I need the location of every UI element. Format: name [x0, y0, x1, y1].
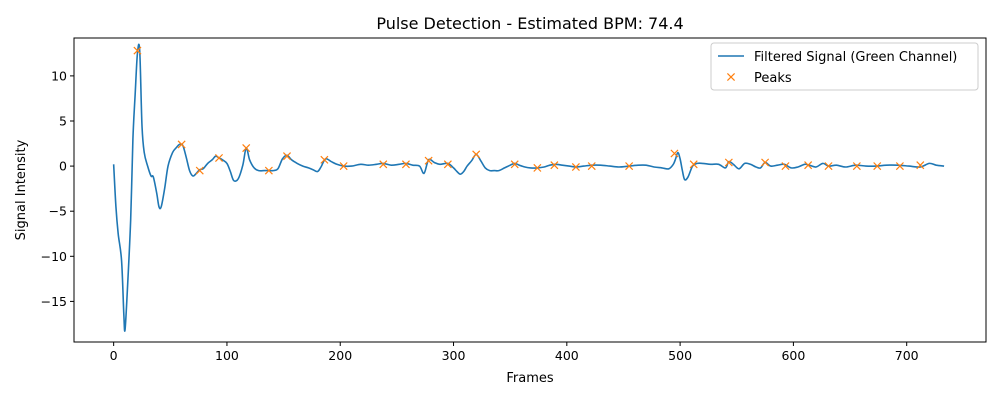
- peak-marker: [242, 144, 251, 153]
- peak-marker: [264, 166, 273, 175]
- legend-label-signal: Filtered Signal (Green Channel): [754, 50, 957, 65]
- x-tick-label: 400: [555, 348, 579, 363]
- peak-marker: [320, 155, 329, 164]
- y-tick-label: −5: [49, 204, 67, 219]
- peak-marker: [895, 162, 904, 171]
- y-axis-title: Signal Intensity: [14, 139, 29, 240]
- peak-marker: [670, 149, 679, 158]
- peak-marker: [379, 160, 388, 169]
- y-axis: −15 −10 −5 0 5 10: [41, 68, 74, 309]
- plot-frame: [73, 37, 987, 343]
- x-tick-label: 500: [668, 348, 692, 363]
- x-tick-label: 200: [328, 348, 352, 363]
- y-tick-label: 0: [59, 159, 67, 174]
- legend-label-peaks: Peaks: [754, 71, 792, 86]
- legend-box: [710, 42, 979, 91]
- x-axis: 0 100 200 300 400 500 600 700: [110, 342, 919, 363]
- chart-title: Pulse Detection - Estimated BPM: 74.4: [376, 14, 683, 33]
- peak-marker: [443, 160, 452, 169]
- y-tick-label: −15: [41, 294, 67, 309]
- peak-marker: [533, 163, 542, 172]
- peak-marker: [177, 140, 186, 149]
- x-tick-label: 600: [781, 348, 805, 363]
- peak-marker: [781, 162, 790, 171]
- x-tick-label: 0: [110, 348, 118, 363]
- peak-marker: [625, 162, 634, 171]
- legend-peak-marker: [726, 72, 736, 82]
- peak-marker: [472, 150, 481, 159]
- peak-marker: [339, 162, 348, 171]
- peak-marker: [873, 162, 882, 171]
- peak-marker: [401, 160, 410, 169]
- plot-area: [73, 37, 987, 343]
- peak-marker: [689, 160, 698, 169]
- peaks-series: [133, 46, 925, 175]
- signal-line: [112, 43, 945, 332]
- x-axis-title: Frames: [506, 371, 554, 386]
- legend-peak-x: [726, 72, 736, 82]
- x-tick-label: 300: [442, 348, 466, 363]
- peak-marker: [282, 152, 292, 161]
- peak-marker: [571, 162, 580, 172]
- peak-marker: [424, 156, 433, 165]
- y-tick-label: 10: [51, 68, 67, 83]
- y-tick-label: −10: [41, 249, 67, 264]
- y-tick-label: 5: [59, 113, 67, 128]
- peak-marker: [550, 161, 559, 170]
- peak-marker: [824, 162, 833, 171]
- signal-series: [112, 43, 945, 332]
- legend: Filtered Signal (Green Channel) Peaks: [710, 42, 979, 91]
- peak-marker: [510, 160, 519, 169]
- peak-marker: [587, 162, 596, 171]
- peak-marker: [804, 161, 813, 170]
- peak-marker: [195, 166, 204, 175]
- peak-marker: [852, 162, 861, 171]
- peak-marker: [916, 161, 925, 170]
- peak-marker: [724, 158, 733, 167]
- peak-marker: [761, 158, 770, 167]
- x-tick-label: 100: [215, 348, 239, 363]
- peak-marker: [214, 153, 224, 163]
- x-tick-label: 700: [895, 348, 919, 363]
- peak-marker: [133, 46, 142, 55]
